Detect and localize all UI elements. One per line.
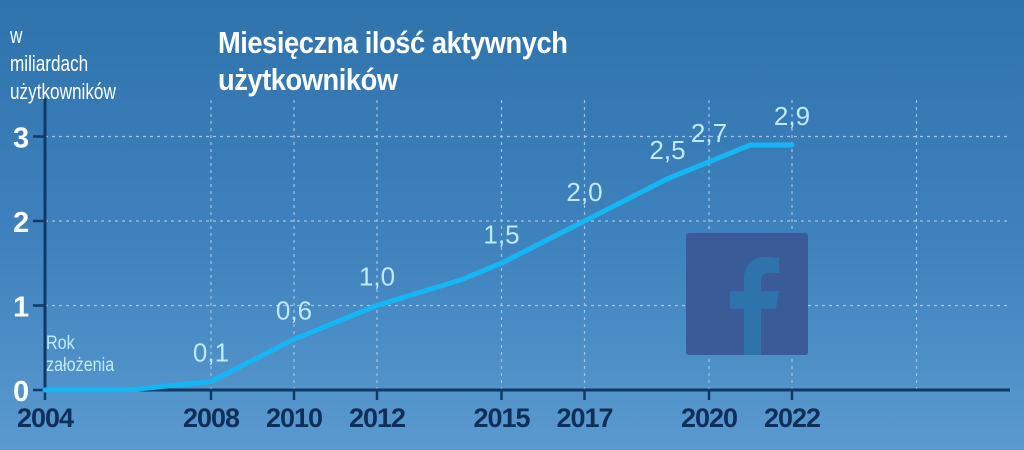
axes (33, 98, 1010, 400)
x-tick-label: 2008 (183, 403, 240, 433)
founding-year-annotation: Rok założenia (46, 333, 115, 376)
data-label: 1,5 (483, 219, 519, 249)
y-tick-label: 0 (13, 376, 29, 408)
y-tick-label: 3 (13, 123, 29, 155)
series-layer (42, 142, 795, 393)
x-tick-label: 2020 (681, 403, 737, 433)
data-label: 0,6 (276, 295, 312, 325)
y-tick-labels: 0 1 2 3 (13, 123, 29, 409)
data-label: 2,7 (691, 118, 727, 148)
data-label: 1,0 (359, 262, 395, 292)
x-tick-label: 2017 (556, 403, 612, 433)
series-line (42, 142, 795, 393)
data-label: 2,5 (649, 135, 685, 165)
y-axis-label: w miliardach użytkowników (10, 23, 116, 104)
x-tick-label: 2022 (764, 403, 820, 433)
x-tick-label: 2012 (349, 403, 405, 433)
x-tick-label: 2015 (473, 403, 530, 433)
facebook-logo-icon (686, 233, 808, 355)
data-label: 2,9 (774, 101, 810, 131)
x-tick-labels: 2004 2008 2010 2012 2015 2017 2020 2022 (17, 403, 821, 433)
data-labels: 0,1 0,6 1,0 1,5 2,0 2,52,7 2,9 (193, 101, 810, 368)
y-tick-label: 1 (13, 292, 29, 324)
x-tick-label: 2004 (17, 403, 74, 433)
chart-title: Miesięczna ilość aktywnych użytkowników (218, 25, 568, 97)
x-tick-label: 2010 (266, 403, 322, 433)
y-tick-label: 2 (13, 207, 29, 239)
data-label: 0,1 (193, 338, 229, 368)
data-label: 2,0 (566, 177, 602, 207)
